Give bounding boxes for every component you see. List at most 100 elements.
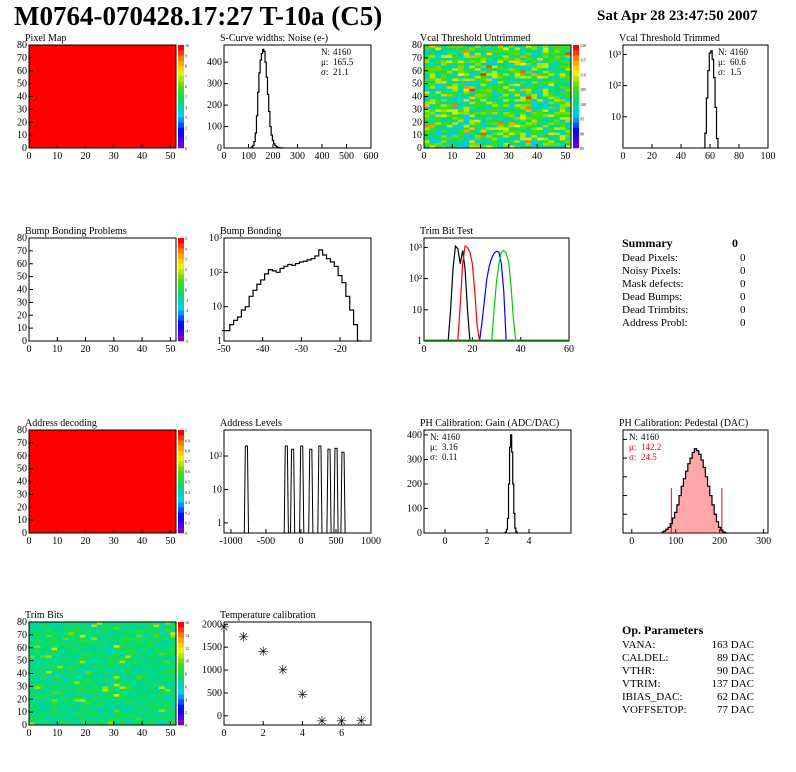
heatmap-cell [170, 676, 177, 680]
heatmap-cell [45, 673, 53, 677]
heatmap-cell [147, 104, 154, 108]
heatmap-cell [74, 678, 81, 682]
heatmap-cell [170, 634, 177, 638]
heatmap-cell [125, 701, 132, 705]
heatmap-cell [74, 522, 81, 526]
heatmap-cell [113, 722, 120, 726]
heatmap-cell [440, 70, 448, 74]
heatmap-cell [102, 435, 109, 439]
heatmap-cell [74, 109, 81, 113]
heatmap-cell [74, 509, 81, 513]
heatmap-cell [68, 440, 75, 444]
heatmap-cell [429, 140, 436, 144]
heatmap-cell [125, 650, 132, 654]
heatmap-cell [40, 127, 47, 131]
stats-value: 21.1 [333, 67, 349, 77]
heatmap-cell [565, 99, 572, 103]
heatmap-cell [136, 52, 143, 56]
address-peak [290, 448, 296, 534]
heatmap-cell [113, 114, 120, 118]
heatmap-cell [170, 665, 177, 669]
heatmap-cell [91, 709, 98, 713]
heatmap-cell [79, 637, 86, 641]
colorbar-tick-label: 5 [185, 95, 187, 100]
heatmap-cell [136, 445, 143, 449]
heatmap-cell [130, 119, 137, 123]
heatmap-cell [68, 99, 75, 103]
heatmap-cell [74, 88, 81, 92]
y-tick-label: 60 [17, 259, 27, 270]
heatmap-cell [153, 668, 160, 672]
heatmap-cell [164, 466, 171, 470]
heatmap-cell [159, 101, 166, 105]
heatmap-cell [159, 714, 166, 718]
heatmap-cell [62, 530, 69, 534]
heatmap-cell [469, 88, 476, 92]
heatmap-cell [147, 75, 154, 79]
y-tick-label: 10 [212, 484, 222, 495]
heatmap-cell [142, 512, 149, 516]
heatmap-cell [457, 145, 464, 149]
heatmap-cell [559, 73, 566, 77]
heatmap-cell [74, 47, 81, 51]
summary-row-label: Dead Trimbits: [622, 304, 689, 316]
heatmap-cell [96, 86, 103, 90]
heatmap-cell [159, 507, 166, 511]
heatmap-cell [34, 460, 41, 464]
heatmap-cell [469, 137, 476, 141]
x-tick-label: -20 [333, 344, 346, 355]
heatmap-cell [68, 132, 75, 136]
heatmap-cell [480, 78, 487, 82]
heatmap-cell [525, 60, 532, 64]
heatmap-cell [79, 517, 86, 521]
heatmap-cell [147, 52, 154, 56]
heatmap-cell [457, 86, 464, 90]
colorbar-segment [178, 304, 184, 311]
heatmap-cell [463, 47, 470, 51]
heatmap-cell [102, 458, 109, 462]
heatmap-cell [119, 91, 126, 95]
heatmap-cell [491, 65, 498, 69]
heatmap-cell [159, 137, 166, 141]
heatmap-cell [559, 127, 566, 131]
heatmap-cell [480, 142, 487, 146]
heatmap-cell [164, 512, 171, 516]
heatmap-cell [85, 75, 92, 79]
heatmap-cell [503, 104, 510, 108]
heatmap-cell [463, 65, 470, 69]
heatmap-cell [457, 135, 464, 139]
heatmap-cell [130, 450, 137, 454]
heatmap-cell [108, 476, 115, 480]
heatmap-cell [514, 106, 521, 110]
heatmap-cell [79, 86, 86, 90]
heatmap-cell [164, 624, 171, 628]
heatmap-cell [520, 99, 527, 103]
heatmap-cell [469, 57, 476, 61]
heatmap-cell [79, 514, 86, 518]
heatmap-cell [486, 96, 493, 100]
heatmap-cell [45, 494, 53, 498]
heatmap-cell [457, 75, 464, 79]
heatmap-cell [554, 50, 561, 54]
heatmap-cell [525, 75, 532, 79]
heatmap-cell [142, 65, 149, 69]
heatmap-cell [514, 81, 521, 85]
heatmap-cell [113, 665, 120, 669]
heatmap-cell [57, 701, 64, 705]
scatter-point: ✳ [356, 713, 367, 728]
heatmap-cell [142, 135, 149, 139]
heatmap-cell [91, 145, 98, 149]
heatmap-cell [74, 442, 81, 446]
heatmap-cell [125, 50, 132, 54]
heatmap-cell [147, 676, 154, 680]
heatmap-cell [96, 476, 103, 480]
heatmap-cell [45, 647, 53, 651]
heatmap-cell [130, 445, 137, 449]
colorbar-tick-label: 0.2 [185, 510, 190, 515]
heatmap-cell [57, 45, 64, 48]
heatmap-cell [57, 450, 64, 454]
heatmap-cell [74, 688, 81, 692]
heatmap-cell [486, 50, 493, 54]
heatmap-cell [153, 530, 160, 534]
